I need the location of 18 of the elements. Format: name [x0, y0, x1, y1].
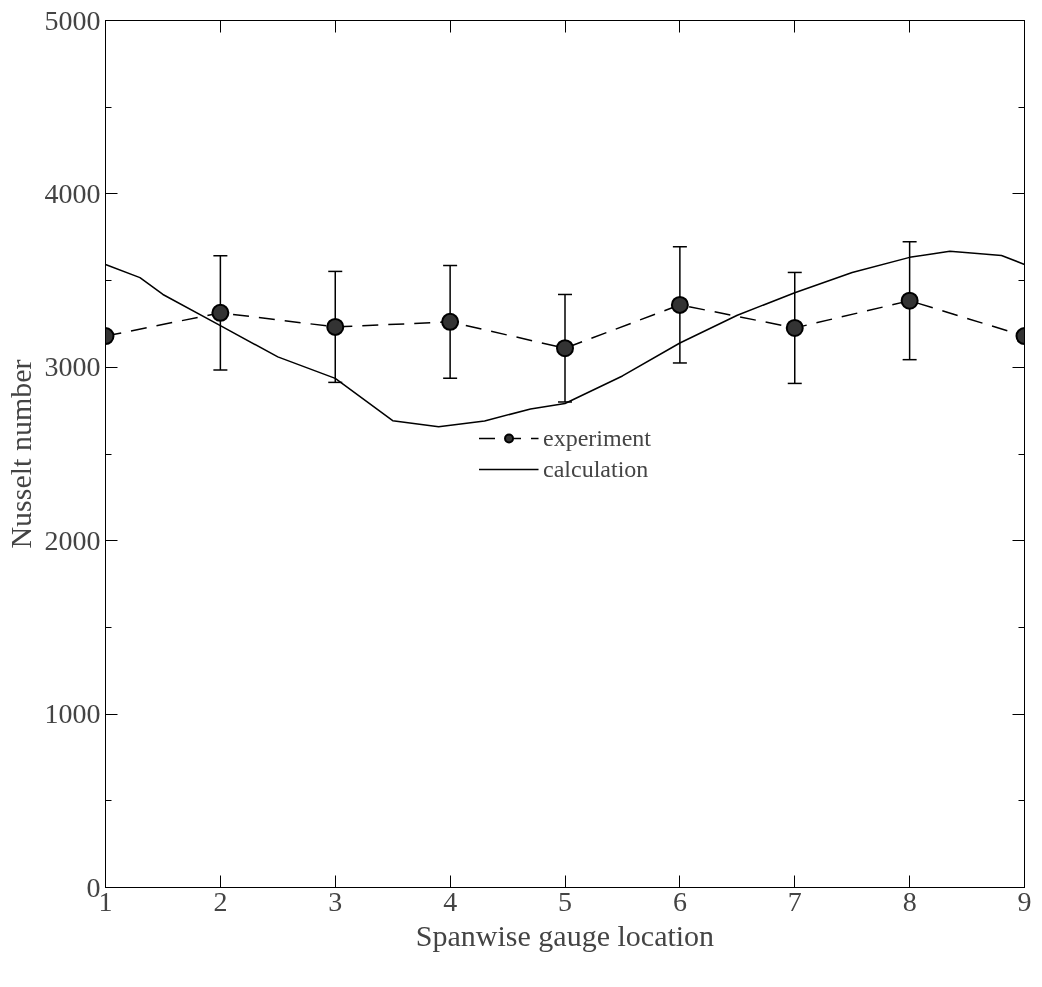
x-axis-title: Spanwise gauge location [415, 918, 715, 952]
y-axis-title: Nusselt number [3, 359, 37, 549]
x-tick-label: 9 [1017, 885, 1032, 917]
y-tick-label: 1000 [44, 698, 101, 730]
y-tick-label: 2000 [44, 524, 101, 556]
x-tick-label: 4 [443, 885, 458, 917]
legend-label: experiment [543, 424, 651, 452]
x-tick-label: 3 [328, 885, 343, 917]
x-tick-label: 8 [902, 885, 917, 917]
legend-label: calculation [543, 455, 649, 483]
x-tick-label: 2 [213, 885, 228, 917]
y-tick-label: 0 [86, 871, 101, 903]
x-tick-label: 6 [672, 885, 687, 917]
y-tick-label: 5000 [44, 4, 101, 36]
y-tick-label: 4000 [44, 177, 101, 209]
y-tick-label: 3000 [44, 351, 101, 383]
x-tick-label: 7 [787, 885, 802, 917]
x-tick-label: 5 [558, 885, 572, 917]
